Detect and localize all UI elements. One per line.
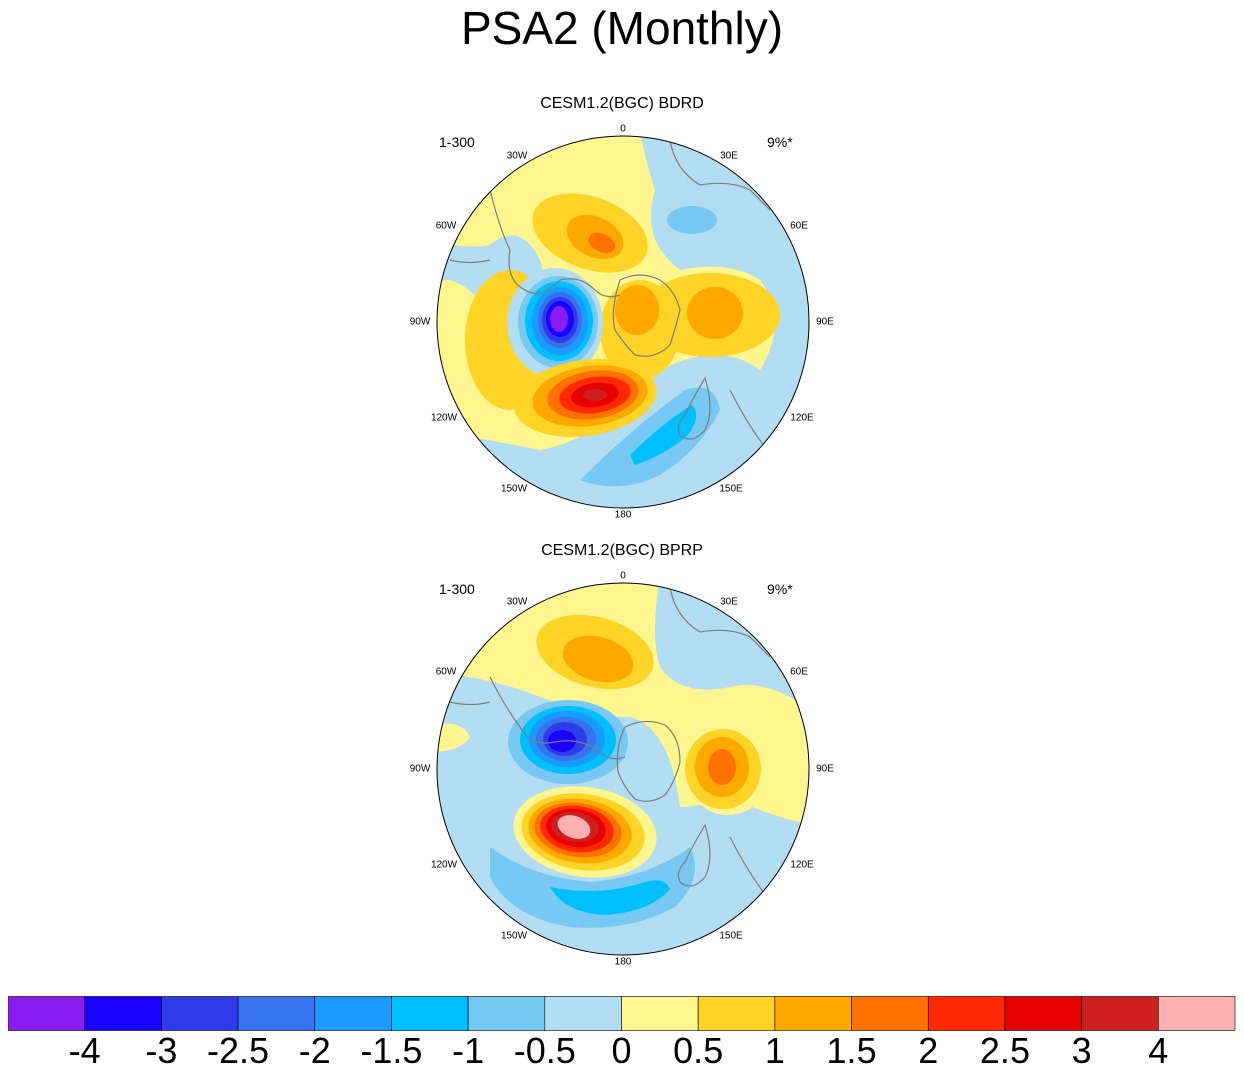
colorbar-label: -1 <box>452 1030 485 1071</box>
contour-pos-south-6 <box>583 389 607 401</box>
panel-1-right-label: 9%* <box>767 134 793 150</box>
lon-label-120w: 120W <box>430 859 458 871</box>
panel-1-title: CESM1.2(BGC) BDRD <box>540 95 704 112</box>
colorbar-label: 3 <box>1071 1030 1092 1071</box>
lon-label-60w: 60W <box>435 666 457 678</box>
contour-pos-east-2 <box>687 287 743 339</box>
colorbar-label: -2 <box>298 1030 331 1071</box>
contour-neg-southern-2 <box>550 880 670 915</box>
contour-pos-north-2 <box>562 635 634 683</box>
colorbar-box <box>161 996 239 1031</box>
colorbar-label: 2 <box>918 1030 939 1071</box>
colorbar-box <box>697 996 776 1031</box>
lon-label-30e: 30E <box>720 150 738 162</box>
colorbar-label: 4 <box>1148 1030 1169 1071</box>
panel-1-map <box>436 135 810 509</box>
lon-label-60w: 60W <box>435 220 457 232</box>
lon-label-120e: 120E <box>790 859 814 871</box>
contour-neg-southeast-2 <box>630 405 697 465</box>
lon-label-90w: 90W <box>409 763 431 775</box>
colorbar-label: -0.5 <box>513 1030 576 1071</box>
colorbar-box <box>851 996 929 1031</box>
lon-label-150e: 150E <box>719 483 743 495</box>
lon-label-120w: 120W <box>430 412 458 424</box>
colorbar-box <box>237 996 316 1031</box>
lon-label-120e: 120E <box>790 412 814 424</box>
contour-neg-southern-1 <box>490 847 695 928</box>
colorbar-box <box>621 996 699 1031</box>
contour-pos-north-3 <box>588 232 616 254</box>
lon-label-30w: 30W <box>506 596 528 608</box>
panel-1-contours <box>437 136 809 508</box>
panel-2-map-border <box>436 582 810 956</box>
colorbar-label: 1.5 <box>826 1030 877 1071</box>
colorbar-label: -2.5 <box>207 1030 270 1071</box>
contour-neg-northeast <box>667 206 717 234</box>
colorbar-box <box>1081 996 1159 1031</box>
lon-label-30w: 30W <box>506 150 528 162</box>
contour-pos-center-2 <box>615 285 659 335</box>
colorbar-label: 0.5 <box>673 1030 724 1071</box>
lon-label-60e: 60E <box>790 666 808 678</box>
colorbar-label: 0 <box>611 1030 632 1071</box>
colorbar <box>8 996 1236 1031</box>
figure-title: PSA2 (Monthly) <box>460 2 784 54</box>
lon-label-180: 180 <box>614 509 632 521</box>
panel-2-contours <box>437 583 809 955</box>
panel-2-right-label: 9%* <box>767 581 793 597</box>
lon-label-0: 0 <box>620 123 626 135</box>
colorbar-label: -4 <box>68 1030 101 1071</box>
lon-label-90w: 90W <box>409 316 431 328</box>
panel-2-title: CESM1.2(BGC) BPRP <box>541 542 703 559</box>
colorbar-box <box>544 996 622 1031</box>
lon-label-180: 180 <box>614 956 632 968</box>
panel-2-map <box>436 582 810 956</box>
colorbar-box <box>8 996 85 1031</box>
colorbar-box <box>391 996 469 1031</box>
lon-label-150w: 150W <box>500 483 528 495</box>
lon-label-90e: 90E <box>816 316 834 328</box>
colorbar-label: -3 <box>145 1030 178 1071</box>
lon-label-150w: 150W <box>500 930 528 942</box>
colorbar-label: 1 <box>764 1030 785 1071</box>
panel-1-coastlines <box>449 139 776 461</box>
lon-label-30e: 30E <box>720 596 738 608</box>
colorbar-box <box>774 996 852 1031</box>
panel-2-left-label: 1-300 <box>439 581 475 597</box>
colorbar-box <box>467 996 546 1031</box>
panel-2-coastlines <box>449 586 776 908</box>
lon-label-60e: 60E <box>790 220 808 232</box>
lon-label-150e: 150E <box>719 930 743 942</box>
colorbar-box <box>1158 996 1236 1031</box>
colorbar-label: 2.5 <box>979 1030 1030 1071</box>
colorbar-box <box>314 996 392 1031</box>
panel-1-map-border <box>436 135 810 509</box>
lon-label-0: 0 <box>620 570 626 582</box>
colorbar-label: -1.5 <box>360 1030 423 1071</box>
contour-neg-center-8 <box>550 306 568 332</box>
colorbar-box <box>927 996 1006 1031</box>
lon-label-90e: 90E <box>816 763 834 775</box>
panel-1-left-label: 1-300 <box>439 134 475 150</box>
contour-neg-0.5-east <box>437 136 809 508</box>
colorbar-box <box>1004 996 1082 1031</box>
contour-pos-east-3 <box>708 749 736 785</box>
colorbar-box <box>84 996 162 1031</box>
contour-pos-south-7 <box>557 815 591 839</box>
